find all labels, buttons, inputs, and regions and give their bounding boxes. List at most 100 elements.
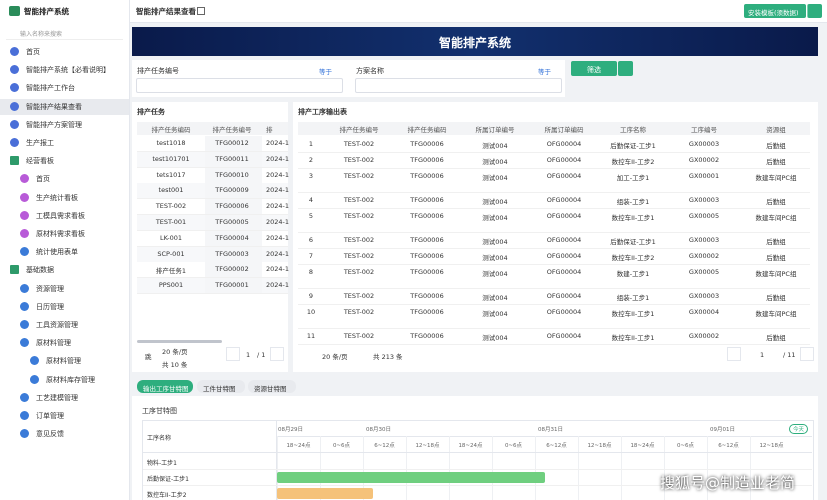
menu-item[interactable]: 原材料管理: [46, 357, 81, 366]
table-cell: OFG00004: [546, 140, 582, 148]
menu-item[interactable]: 生产统计看板: [36, 193, 78, 202]
gantt-bar[interactable]: [277, 488, 373, 499]
row-fixed-bg: [205, 183, 262, 199]
page-input[interactable]: 1: [246, 351, 251, 359]
menu-item[interactable]: 原材料管理: [36, 339, 71, 348]
search-input[interactable]: 输入名称来搜索: [20, 31, 63, 38]
gantt-slot-line: [535, 436, 536, 500]
table-cell: 5: [308, 212, 314, 220]
menu-item[interactable]: 首页: [26, 48, 40, 56]
gantt-slot: 0~6点: [504, 443, 523, 449]
tab-label[interactable]: 资源甘特图: [254, 385, 287, 393]
table-cell: 测试004: [482, 294, 508, 302]
column-header: 工序编号: [691, 126, 717, 134]
filter-button[interactable]: [571, 61, 617, 76]
table-cell: TEST-002: [343, 292, 375, 300]
page-count: / 1: [257, 351, 266, 359]
table-cell: GX00003: [688, 292, 720, 300]
table-cell: 数建车间PC组: [755, 270, 797, 278]
tab[interactable]: [137, 380, 193, 393]
filter-select[interactable]: [355, 78, 562, 93]
today-button[interactable]: 今天: [789, 424, 809, 434]
tab[interactable]: [197, 380, 245, 393]
gantt-slot: 12~18点: [587, 443, 612, 449]
menu-icon: [10, 138, 19, 147]
table-cell[interactable]: PPS001: [158, 281, 184, 290]
table-cell[interactable]: LK-001: [160, 233, 182, 242]
filter-dropdown[interactable]: [618, 61, 633, 76]
filter-operator[interactable]: 等于: [538, 68, 551, 76]
menu-item[interactable]: 工艺建模管理: [36, 393, 78, 402]
page-input[interactable]: 1: [760, 351, 765, 359]
menu-item[interactable]: 首页: [36, 175, 50, 184]
gantt-slot-line: [621, 436, 622, 500]
menu-item[interactable]: 智能排产工作台: [26, 84, 75, 93]
page-prev[interactable]: [226, 347, 240, 361]
menu-item[interactable]: 资源管理: [36, 284, 64, 293]
expand-icon[interactable]: [197, 7, 205, 15]
filter-button-text[interactable]: 筛选: [587, 66, 601, 74]
table-cell: 测试004: [482, 214, 508, 222]
gantt-slot-line: [750, 436, 751, 500]
table-cell: 9: [308, 292, 314, 300]
menu-item[interactable]: 工具资源管理: [36, 321, 78, 329]
gantt-date: 08月31日: [538, 427, 563, 433]
table-cell: OFG00004: [546, 268, 582, 276]
menu-item[interactable]: 原材料库存管理: [46, 375, 95, 384]
install-button-text[interactable]: 安装模板(须数据): [748, 9, 799, 17]
tab-label[interactable]: 输出工序甘特图: [143, 385, 189, 393]
table-cell[interactable]: TEST-002: [155, 202, 187, 211]
table-cell[interactable]: TEST-001: [155, 218, 187, 226]
menu-item[interactable]: 意见反馈: [36, 430, 64, 439]
table-cell: 11: [306, 332, 316, 340]
menu-item[interactable]: 原材料需求看板: [36, 230, 85, 238]
row-fixed-bg: [205, 151, 262, 167]
tab-label[interactable]: 工件甘特图: [203, 385, 236, 393]
menu-item[interactable]: 基础数据: [26, 266, 54, 275]
table-cell: 数建车间PC组: [755, 310, 797, 318]
table-cell: 2024-1: [266, 154, 290, 163]
table-cell[interactable]: 排产任务1: [155, 267, 187, 276]
table-cell: OFG00004: [546, 236, 582, 244]
table-cell[interactable]: test101701: [152, 154, 190, 163]
menu-item[interactable]: 统计使用表单: [36, 248, 78, 257]
tab[interactable]: [248, 380, 296, 393]
table-cell[interactable]: SCP-001: [157, 249, 185, 258]
install-dropdown[interactable]: [807, 4, 822, 18]
table-cell: OFG00004: [546, 196, 582, 204]
table-cell[interactable]: tets1017: [156, 170, 186, 179]
table-cell: TFG00006: [215, 202, 249, 211]
page-size[interactable]: 20 条/页: [162, 348, 188, 356]
pagination-jump: 跳: [145, 353, 152, 361]
install-button[interactable]: [744, 4, 806, 18]
row-fixed-bg: [205, 246, 262, 262]
menu-item[interactable]: 智能排产系统【必看说明】: [26, 66, 110, 75]
gantt-row-line: [143, 485, 812, 486]
row-fixed-bg: [205, 167, 262, 183]
page-next[interactable]: [800, 347, 814, 361]
menu-icon: [20, 320, 29, 329]
menu-item[interactable]: 智能排产结果查看: [26, 102, 82, 111]
table-cell: GX00005: [688, 212, 720, 220]
filter-select[interactable]: [136, 78, 343, 93]
menu-item[interactable]: 日历管理: [36, 302, 64, 311]
gantt-slot: 0~6点: [332, 443, 351, 449]
gantt-bar[interactable]: [277, 472, 545, 483]
table-cell: 测试004: [482, 310, 508, 318]
gantt-slot-line: [406, 436, 407, 500]
table-cell: TFG00006: [410, 292, 444, 300]
menu-item[interactable]: 订单管理: [36, 412, 64, 420]
menu-item[interactable]: 智能排产方案管理: [26, 120, 82, 129]
table-cell[interactable]: test1018: [156, 139, 186, 147]
gantt-slot: 6~12点: [718, 443, 739, 449]
page-next[interactable]: [270, 347, 284, 361]
menu-item[interactable]: 经营看板: [26, 157, 54, 166]
page-size[interactable]: 20 条/页: [322, 353, 348, 361]
menu-item[interactable]: 工模具需求看板: [36, 211, 85, 220]
watermark: 搜狐号@制造业老简: [660, 474, 796, 492]
menu-item[interactable]: 生产报工: [26, 139, 54, 147]
page-prev[interactable]: [727, 347, 741, 361]
table-cell[interactable]: test001: [158, 186, 184, 195]
filter-operator[interactable]: 等于: [319, 68, 332, 76]
